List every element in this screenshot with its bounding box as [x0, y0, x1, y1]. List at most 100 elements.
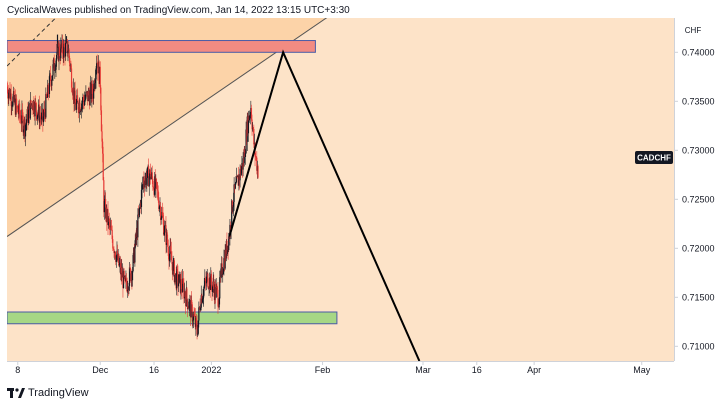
candle-body [112, 239, 114, 249]
tradingview-logo[interactable]: TradingView [7, 386, 89, 400]
candle-body [177, 271, 179, 287]
candles [7, 33, 259, 340]
footer [0, 383, 720, 405]
candle-body [234, 183, 236, 189]
candle-body [216, 287, 218, 290]
candle-body [188, 301, 190, 309]
candle-body [198, 307, 200, 321]
candle-body [151, 172, 153, 179]
candle-body [158, 206, 161, 209]
candle-body [162, 218, 165, 235]
candle-body [79, 102, 81, 112]
candle-body [172, 262, 174, 275]
candle-body [191, 304, 193, 322]
candle-body [123, 270, 125, 278]
candle-body [160, 217, 162, 220]
channel-zone [7, 18, 674, 237]
candle-body [80, 110, 82, 111]
candle-body [200, 307, 202, 310]
candle-body [36, 115, 39, 120]
candle-body [207, 286, 210, 289]
channel-trendline [7, 18, 328, 237]
candle-body [48, 93, 50, 95]
candle-body [146, 177, 148, 185]
candle-body [162, 215, 164, 219]
candle-body [64, 43, 67, 57]
candle-body [118, 254, 120, 266]
candle-body [112, 248, 114, 250]
candle-body [56, 43, 58, 55]
candle-body [81, 103, 83, 111]
candle-body [215, 286, 217, 298]
price-tick-label: 0.74000 [682, 47, 715, 57]
time-axis[interactable]: 8 Dec 16 2022 Feb Mar 16 Apr May [15, 361, 651, 375]
candle-body [192, 320, 194, 322]
candle-body [95, 68, 97, 80]
candle-body [50, 74, 52, 82]
candle-body [96, 62, 98, 69]
candle-body [178, 275, 180, 284]
price-tick-label: 0.73000 [682, 145, 715, 155]
candle-body [89, 89, 91, 106]
candle-body [193, 314, 195, 316]
candle-body [177, 283, 180, 287]
candle-body [255, 157, 257, 158]
candle-body [235, 176, 238, 183]
candle-body [207, 273, 209, 287]
candle-body [45, 93, 48, 98]
candle-body [196, 323, 198, 335]
candle-body [126, 284, 128, 292]
currency-label: CHF [682, 24, 704, 36]
candle-body [255, 156, 257, 158]
candle-body [142, 184, 144, 186]
candle-body [103, 201, 106, 213]
candle-body [41, 112, 43, 120]
candle-body [195, 317, 198, 324]
candle-body [63, 44, 65, 58]
candle-body [113, 248, 115, 254]
candle-body [244, 153, 247, 157]
candle-body [93, 83, 95, 99]
candle-body [184, 291, 186, 297]
candle-body [157, 189, 159, 191]
candle-body [204, 278, 207, 282]
time-tick-label: 8 [15, 365, 20, 375]
candle-body [168, 253, 171, 262]
candle-body [182, 278, 184, 284]
candle-body [127, 288, 129, 292]
candle-body [249, 115, 251, 121]
candle-body [191, 299, 193, 305]
candle-body [68, 49, 70, 59]
candle-body [7, 86, 9, 94]
candle-body [253, 129, 255, 145]
time-tick-label: Dec [92, 365, 109, 375]
candle-body [15, 98, 17, 115]
time-tick-label: 16 [149, 365, 159, 375]
candle-body [247, 115, 250, 134]
candle-body [27, 110, 30, 124]
candle-body [174, 275, 176, 283]
candle-body [70, 65, 72, 69]
candle-body [217, 289, 219, 307]
candle-body [84, 98, 86, 100]
candle-body [171, 260, 173, 264]
candle-body [180, 279, 183, 290]
candle-body [190, 299, 192, 318]
candle-body [51, 79, 53, 86]
candle-body [43, 108, 45, 117]
candle-body [101, 131, 103, 142]
candle-body [219, 277, 221, 278]
candle-body [204, 278, 206, 286]
candle-body [19, 114, 21, 118]
candle-body [94, 79, 97, 84]
price-axis[interactable]: 0.74000 0.73500 0.73000 0.72500 0.72000 0.715… [674, 47, 715, 351]
candle-body [102, 153, 104, 181]
candle-body [51, 75, 54, 80]
candle-body [52, 64, 54, 76]
candle-body [13, 91, 15, 102]
candle-body [231, 200, 233, 212]
candle-body [222, 273, 224, 275]
candle-body [187, 307, 189, 310]
symbol-badge: CADCHF [635, 151, 673, 164]
